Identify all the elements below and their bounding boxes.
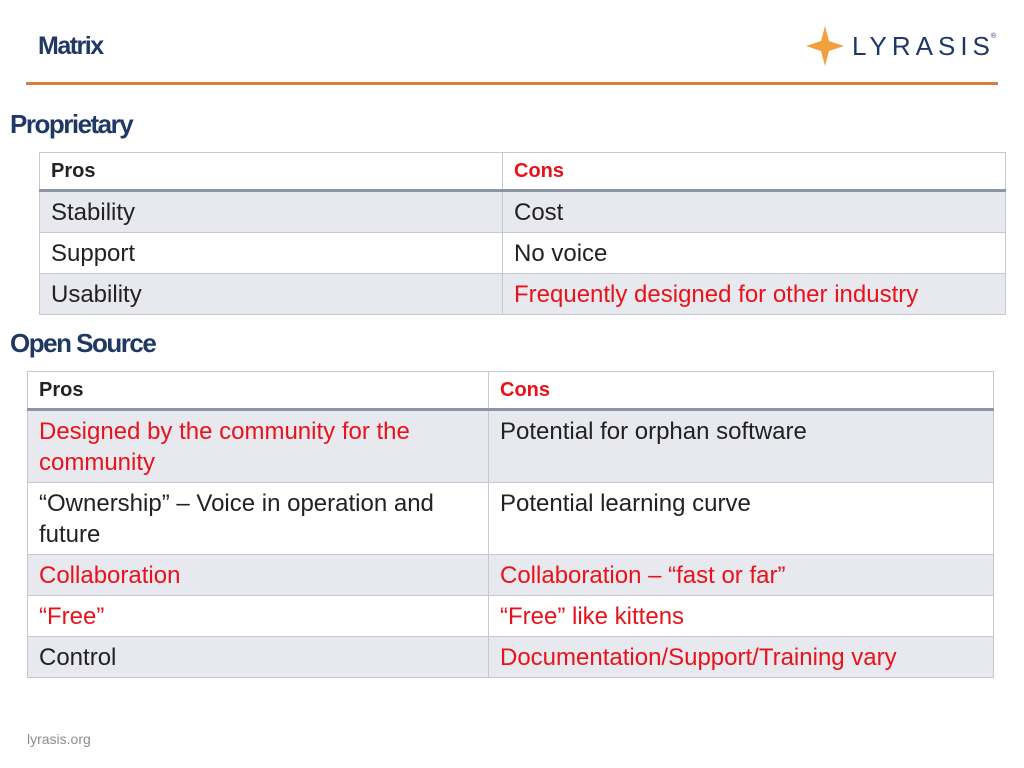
cons-cell: Frequently designed for other industry [502,273,1006,315]
pros-header: Pros [39,152,503,192]
section-heading-proprietary: Proprietary [10,109,134,139]
pros-cell: Usability [39,273,503,315]
lyrasis-logo: LYRASIS ® [806,24,1000,68]
cons-cell: Potential for orphan software [488,409,994,483]
cons-cell: Documentation/Support/Training vary [488,636,994,678]
cons-cell: “Free” like kittens [488,595,994,637]
cons-cell: Collaboration – “fast or far” [488,554,994,596]
proprietary-table: Pros Cons Stability Cost Support No voic… [39,152,1006,315]
logo-wordmark: LYRASIS [852,30,995,61]
star-icon [806,26,844,66]
footer-url: lyrasis.org [27,731,91,747]
table-row: Designed by the community for the commun… [27,409,994,483]
cons-cell: Potential learning curve [488,482,994,555]
table-header-row: Pros Cons [27,371,994,411]
header-divider [26,82,998,85]
table-row: Collaboration Collaboration – “fast or f… [27,554,994,596]
table-row: “Free” “Free” like kittens [27,595,994,637]
pros-cell: Stability [39,190,503,233]
pros-cell: Collaboration [27,554,489,596]
registered-mark: ® [990,32,997,40]
table-row: “Ownership” – Voice in operation and fut… [27,482,994,555]
cons-header: Cons [502,152,1006,192]
pros-header: Pros [27,371,489,411]
pros-cell: Control [27,636,489,678]
table-header-row: Pros Cons [39,152,1006,192]
cons-cell: No voice [502,232,1006,274]
pros-cell: Support [39,232,503,274]
table-row: Support No voice [39,232,1006,274]
pros-cell: “Free” [27,595,489,637]
pros-cell: “Ownership” – Voice in operation and fut… [27,482,489,555]
cons-cell: Cost [502,190,1006,233]
open-source-table: Pros Cons Designed by the community for … [27,371,994,678]
table-row: Stability Cost [39,190,1006,233]
table-row: Usability Frequently designed for other … [39,273,1006,315]
section-heading-open-source: Open Source [10,328,157,358]
pros-cell: Designed by the community for the commun… [27,409,489,483]
slide-title: Matrix [38,32,104,60]
table-row: Control Documentation/Support/Training v… [27,636,994,678]
cons-header: Cons [488,371,994,411]
